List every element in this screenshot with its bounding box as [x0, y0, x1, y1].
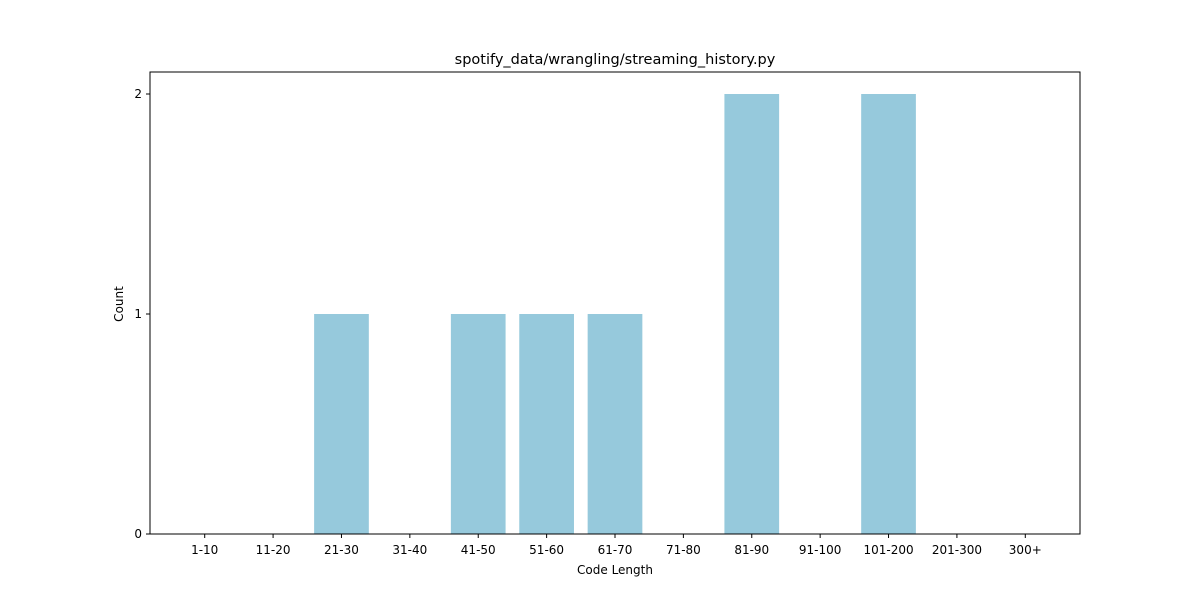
x-tick-label: 41-50: [461, 543, 496, 557]
x-tick-label: 201-300: [932, 543, 982, 557]
bars-group: [314, 94, 916, 534]
x-tick-label: 21-30: [324, 543, 359, 557]
chart-title: spotify_data/wrangling/streaming_history…: [455, 52, 776, 68]
y-tick-label: 2: [134, 87, 142, 101]
y-axis-ticks: 0 1 2: [134, 87, 150, 541]
bar-101-200: [861, 94, 916, 534]
x-tick-label: 101-200: [863, 543, 913, 557]
x-axis-ticks: 1-10 11-20 21-30 31-40 41-50 51-60 61-70 71-80 8…: [191, 534, 1042, 557]
x-tick-label: 300+: [1009, 543, 1042, 557]
x-tick-label: 91-100: [799, 543, 842, 557]
x-tick-label: 51-60: [529, 543, 564, 557]
y-tick-label: 0: [134, 527, 142, 541]
y-tick-label: 1: [134, 307, 142, 321]
bar-61-70: [587, 314, 643, 534]
bar-21-30: [314, 314, 369, 534]
x-tick-label: 31-40: [392, 543, 427, 557]
bar-41-50: [450, 314, 506, 534]
x-axis-label: Code Length: [577, 563, 653, 577]
x-tick-label: 61-70: [598, 543, 633, 557]
x-tick-label: 71-80: [666, 543, 701, 557]
bar-81-90: [724, 94, 780, 534]
x-tick-label: 11-20: [256, 543, 291, 557]
plot-area-frame: [149, 71, 1081, 535]
x-tick-label: 1-10: [191, 543, 218, 557]
y-axis-label: Count: [112, 286, 126, 322]
bar-51-60: [519, 314, 574, 534]
x-tick-label: 81-90: [734, 543, 769, 557]
